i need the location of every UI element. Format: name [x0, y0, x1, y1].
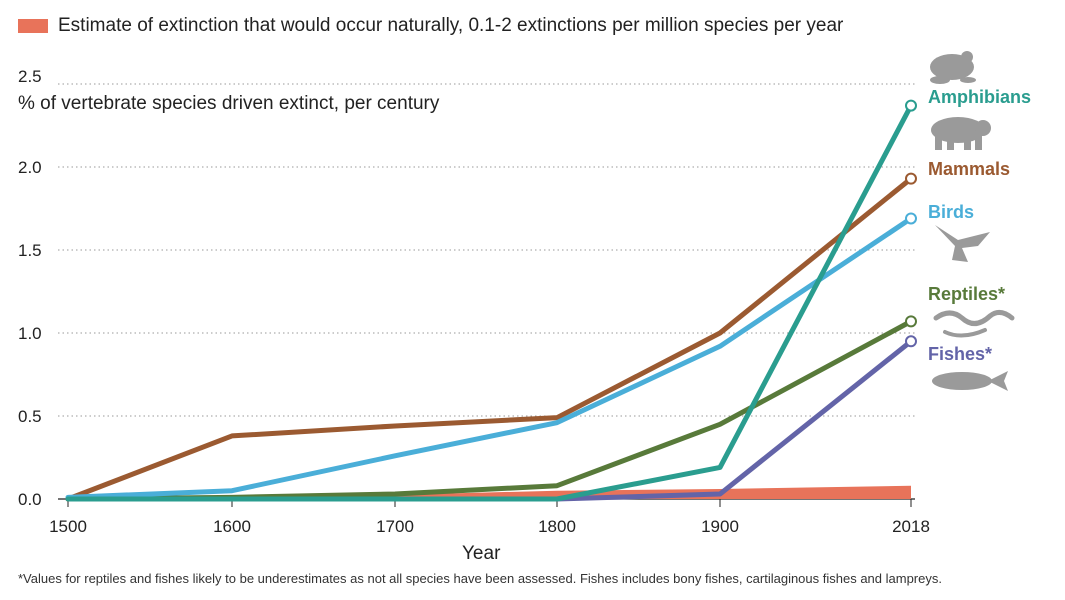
y-axis-label: % of vertebrate species driven extinct, …: [18, 93, 440, 114]
legend-natural-rate-label: Estimate of extinction that would occur …: [58, 15, 844, 36]
series-label-reptiles: Reptiles*: [928, 284, 1005, 304]
legend-swatch: [18, 19, 48, 33]
series-endpoint-mammals: [905, 172, 917, 185]
x-tick-label: 1700: [376, 517, 414, 536]
x-tick-label: 1500: [49, 517, 87, 536]
eagle-icon: [935, 225, 990, 262]
x-tick-label: 1800: [538, 517, 576, 536]
series-endpoint-fishes: [905, 335, 917, 348]
series-endpoint-birds: [905, 212, 917, 225]
series-endpoint-amphibians: [905, 99, 917, 112]
bear-icon: [931, 117, 991, 150]
series-line-amphibians: [65, 103, 914, 502]
y-tick-label: 2.0: [18, 158, 42, 177]
frog-icon: [930, 51, 976, 84]
y-tick-label: 2.5: [18, 67, 42, 86]
series-line-mammals: [65, 176, 914, 502]
x-tick-label: 1900: [701, 517, 739, 536]
series-line-fishes: [554, 338, 914, 502]
series-label-birds: Birds: [928, 202, 974, 222]
y-tick-label: 0.0: [18, 490, 42, 509]
series-label-fishes: Fishes*: [928, 344, 992, 364]
x-tick-label: 2018: [892, 517, 930, 536]
y-tick-label: 0.5: [18, 407, 42, 426]
fish-icon: [932, 371, 1008, 391]
y-tick-label: 1.0: [18, 324, 42, 343]
series-label-mammals: Mammals: [928, 159, 1010, 179]
x-tick-label: 1600: [213, 517, 251, 536]
legend-natural-rate: Estimate of extinction that would occur …: [18, 15, 843, 37]
snake-icon: [933, 310, 1015, 338]
series-line-birds: [65, 215, 914, 500]
series-endpoint-reptiles: [905, 315, 917, 328]
y-tick-label: 1.5: [18, 241, 42, 260]
footnote: *Values for reptiles and fishes likely t…: [18, 571, 942, 586]
x-axis-label: Year: [462, 543, 501, 564]
series-label-amphibians: Amphibians: [928, 87, 1031, 107]
